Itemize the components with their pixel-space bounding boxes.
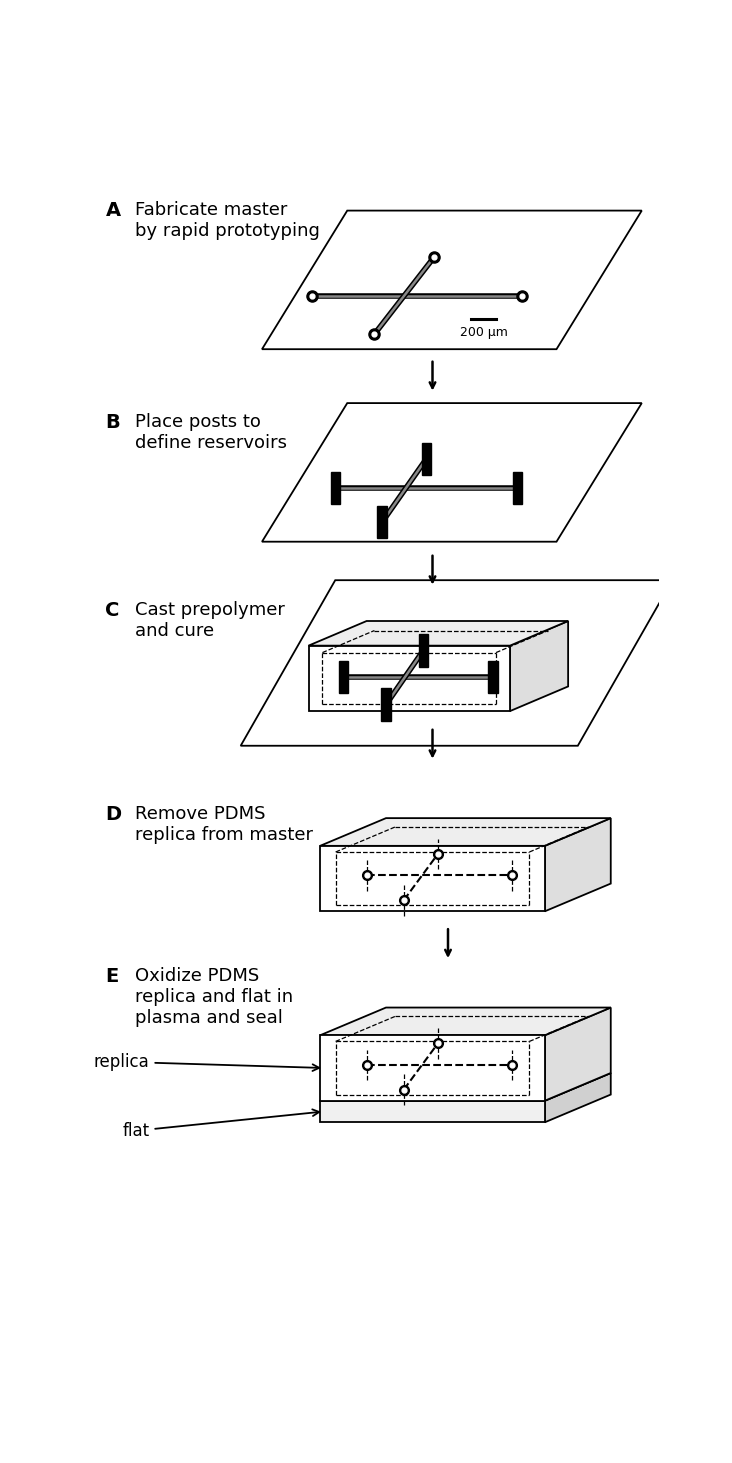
Polygon shape: [308, 645, 510, 711]
Text: flat: flat: [122, 1109, 319, 1140]
Bar: [331, 473, 340, 505]
Polygon shape: [308, 620, 568, 645]
Bar: [488, 661, 498, 693]
Polygon shape: [262, 211, 642, 350]
Bar: [378, 506, 386, 538]
Polygon shape: [241, 581, 673, 746]
Bar: [513, 473, 523, 505]
Polygon shape: [545, 1072, 610, 1122]
Text: E: E: [105, 967, 119, 986]
Text: Place posts to
define reservoirs: Place posts to define reservoirs: [135, 413, 287, 452]
Text: B: B: [105, 413, 120, 432]
Text: 200 μm: 200 μm: [460, 326, 507, 339]
Text: Remove PDMS
replica from master: Remove PDMS replica from master: [135, 806, 313, 844]
Polygon shape: [545, 1008, 610, 1100]
Polygon shape: [510, 620, 568, 711]
Text: C: C: [105, 601, 120, 620]
Text: Oxidize PDMS
replica and flat in
plasma and seal: Oxidize PDMS replica and flat in plasma …: [135, 967, 293, 1027]
Polygon shape: [320, 1008, 610, 1036]
Polygon shape: [320, 818, 610, 846]
Bar: [422, 443, 431, 475]
Polygon shape: [320, 1072, 610, 1100]
Polygon shape: [545, 818, 610, 911]
Bar: [381, 689, 391, 721]
Bar: [419, 635, 427, 667]
Text: replica: replica: [94, 1053, 319, 1071]
Text: Cast prepolymer
and cure: Cast prepolymer and cure: [135, 601, 285, 641]
Polygon shape: [320, 846, 545, 911]
Bar: [339, 661, 348, 693]
Text: Fabricate master
by rapid prototyping: Fabricate master by rapid prototyping: [135, 200, 320, 240]
Text: D: D: [105, 806, 122, 825]
Text: A: A: [105, 200, 121, 219]
Polygon shape: [262, 404, 642, 541]
Polygon shape: [320, 1036, 545, 1100]
Polygon shape: [320, 1100, 545, 1122]
